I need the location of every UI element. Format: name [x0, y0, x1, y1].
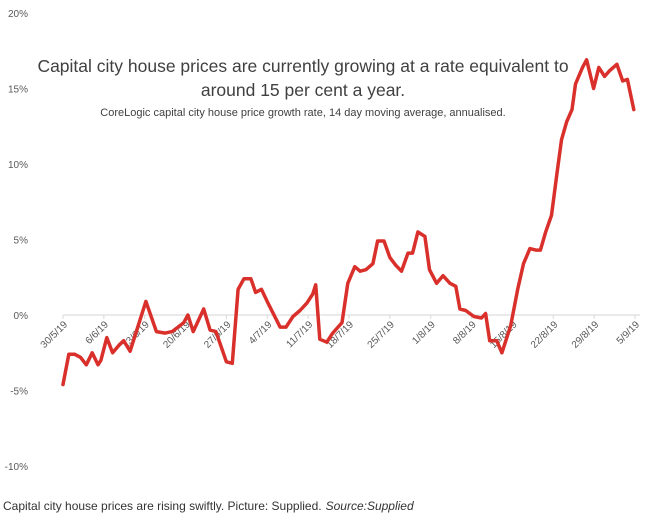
y-tick-label: 10% — [8, 160, 28, 171]
y-tick-label: -5% — [10, 387, 28, 398]
y-tick-label: 20% — [8, 9, 28, 20]
x-tick-label: 4/7/19 — [247, 319, 275, 347]
x-tick-label: 30/5/19 — [39, 319, 71, 351]
y-tick-label: 15% — [8, 85, 28, 96]
series-line — [61, 58, 636, 387]
x-tick-label: 22/8/19 — [529, 319, 561, 351]
x-tick-label: 20/6/19 — [161, 319, 193, 351]
caption-text: Capital city house prices are rising swi… — [3, 499, 322, 513]
chart-subtitle: CoreLogic capital city house price growt… — [100, 107, 505, 119]
caption-source: Source:Supplied — [325, 499, 414, 513]
x-tick-label: 25/7/19 — [366, 319, 398, 351]
image-caption: Capital city house prices are rising swi… — [3, 499, 414, 513]
y-tick-label: -10% — [5, 462, 28, 473]
chart-title-line-1: Capital city house prices are currently … — [37, 56, 568, 76]
x-tick-label: 5/9/19 — [615, 319, 643, 347]
x-tick-label: 8/8/19 — [451, 319, 479, 347]
y-tick-label: 0% — [14, 311, 29, 322]
chart-title-line-2: around 15 per cent a year. — [201, 80, 405, 100]
x-tick-label: 29/8/19 — [570, 319, 602, 351]
y-tick-label: 5% — [14, 236, 29, 247]
x-tick-label: 1/8/19 — [410, 319, 438, 347]
